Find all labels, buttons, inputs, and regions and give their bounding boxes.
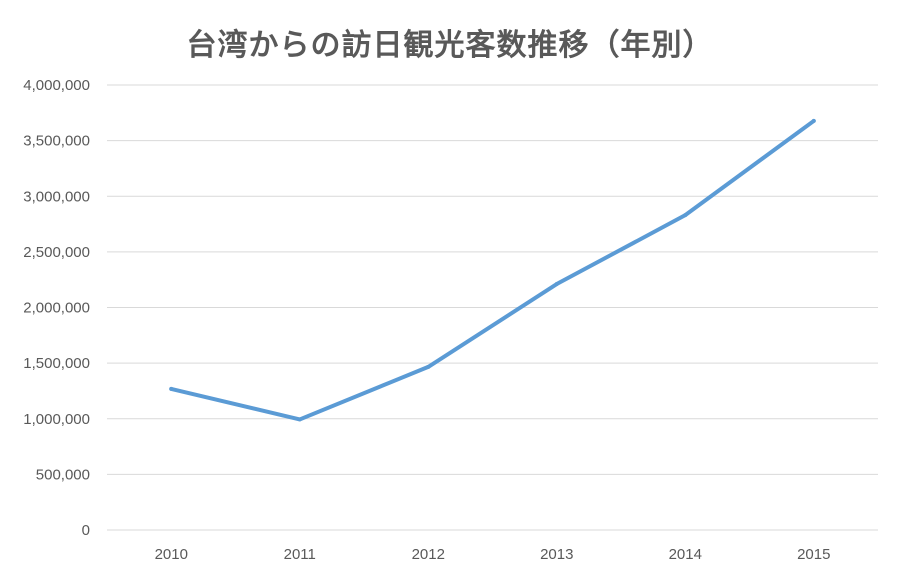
x-tick-label: 2013 [540,546,573,563]
data-point [426,364,431,369]
data-point [683,213,688,218]
y-tick-label: 4,000,000 [23,77,90,94]
y-tick-label: 3,500,000 [23,133,90,150]
data-point [554,282,559,287]
y-tick-label: 0 [82,522,90,539]
gridlines [107,84,878,531]
data-point [297,417,302,422]
data-point [811,118,816,123]
series-line [169,118,816,422]
x-tick-label: 2014 [669,546,702,563]
y-tick-label: 2,500,000 [23,244,90,261]
y-tick-label: 1,500,000 [23,355,90,372]
x-tick-label: 2011 [284,546,316,563]
y-tick-label: 1,000,000 [23,411,90,428]
y-axis-ticks: 0 500,000 1,000,000 1,500,000 2,000,000 2,500… [23,77,90,539]
y-tick-label: 3,000,000 [23,188,90,205]
x-tick-label: 2012 [412,546,445,563]
x-axis-ticks: 2010 2011 2012 2013 2014 2015 [155,546,831,563]
series-group [169,118,816,422]
x-tick-label: 2015 [797,546,830,563]
x-tick-label: 2010 [155,546,188,563]
y-tick-label: 2,000,000 [23,300,90,317]
chart-title: 台湾からの訪日観光客数推移（年別） [186,28,714,63]
y-tick-label: 500,000 [36,466,90,483]
data-point [169,386,174,391]
